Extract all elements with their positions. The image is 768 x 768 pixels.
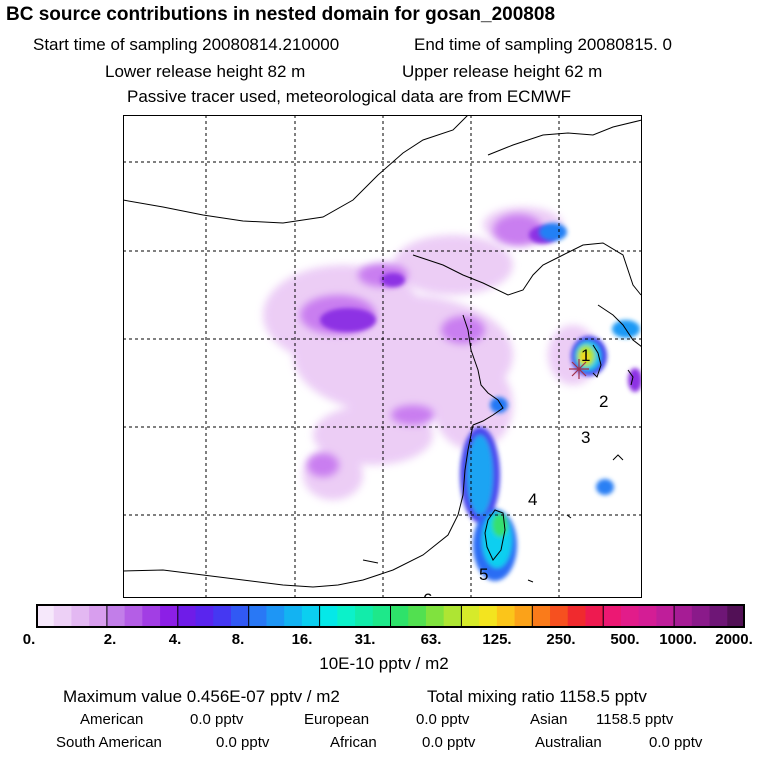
trajectory-label-1: 1 (581, 346, 590, 365)
colorbar-cell (461, 604, 480, 628)
receptor-hotspot (571, 336, 607, 376)
colorbar-cell (142, 604, 161, 628)
colorbar-cell (106, 604, 126, 628)
lower-release-height: Lower release height 82 m (105, 62, 306, 81)
colorbar-cell (532, 604, 551, 628)
trajectory-label-2: 2 (599, 392, 608, 411)
map-frame (123, 115, 642, 598)
colorbar-cell (408, 604, 427, 628)
region-value-american: 0.0 pptv (190, 711, 244, 728)
colorbar-cell (496, 604, 516, 628)
colorbar-cell (284, 604, 303, 628)
region-name-european: European (304, 711, 370, 728)
colorbar-cell (301, 604, 321, 628)
colorbar-cell (319, 604, 338, 628)
trajectory-label-4: 4 (528, 490, 537, 509)
colorbar-cell (248, 604, 267, 628)
colorbar-cell (443, 604, 462, 628)
tracer-note: Passive tracer used, meteorological data… (127, 87, 572, 106)
colorbar-cell (177, 604, 197, 628)
region-name-african: African (330, 734, 377, 751)
region-value-south-american: 0.0 pptv (216, 734, 270, 751)
colorbar-cell (709, 604, 728, 628)
region-name-australian: Australian (535, 734, 602, 751)
map-grid (123, 115, 642, 598)
colorbar-tick-8: 250. (546, 631, 576, 648)
region-value-australian: 0.0 pptv (649, 734, 703, 751)
colorbar-cell (36, 604, 55, 628)
trajectory-label-6: 6 (423, 590, 432, 598)
colorbar-units: 10E-10 pptv / m2 (319, 654, 449, 673)
end-time-label: End time of sampling 20080815. 0 (414, 35, 673, 54)
colorbar-cell (230, 604, 250, 628)
receptor-star-icon (569, 359, 589, 379)
max-value-label: Maximum value 0.456E-07 pptv / m2 (63, 687, 340, 706)
colorbar-cell (727, 604, 745, 628)
start-time-label: Start time of sampling 20080814.210000 (33, 35, 340, 54)
colorbar-tick-6: 63. (420, 631, 442, 648)
map-panel: 1 2 3 4 5 6 (123, 115, 642, 598)
colorbar-cell (390, 604, 409, 628)
chart-title: BC source contributions in nested domain… (6, 4, 556, 25)
colorbar-cell (656, 604, 675, 628)
colorbar-tick-3: 8. (231, 631, 245, 648)
colorbar-cell (53, 604, 72, 628)
colorbar-tick-9: 500. (610, 631, 640, 648)
colorbar-cell (71, 604, 90, 628)
colorbar-cell (355, 604, 374, 628)
colorbar-cell (266, 604, 285, 628)
trajectory-label-3: 3 (581, 428, 590, 447)
colorbar-cell (124, 604, 143, 628)
colorbar-cell (691, 604, 711, 628)
colorbar-cell (195, 604, 214, 628)
colorbar-tick-1: 2. (103, 631, 117, 648)
colorbar-frame (36, 604, 745, 628)
colorbar-cell (89, 604, 108, 628)
region-name-asian: Asian (530, 711, 568, 728)
colorbar-cell (372, 604, 392, 628)
colorbar-cell (585, 604, 604, 628)
colorbar-cell (514, 604, 533, 628)
colorbar-tick-2: 4. (168, 631, 182, 648)
colorbar-cell (603, 604, 622, 628)
colorbar-tick-11: 2000. (715, 631, 753, 648)
colorbar-cell (337, 604, 356, 628)
colorbar-tick-0: 0. (22, 631, 36, 648)
region-name-american: American (80, 711, 144, 728)
colorbar (36, 604, 745, 628)
colorbar-cell (213, 604, 232, 628)
region-name-south-american: South American (56, 734, 162, 751)
colorbar-tick-7: 125. (482, 631, 512, 648)
colorbar-cell (479, 604, 498, 628)
colorbar-tick-5: 31. (354, 631, 376, 648)
colorbar-cell (620, 604, 640, 628)
total-mixing-label: Total mixing ratio 1158.5 pptv (427, 687, 647, 706)
colorbar-tick-4: 16. (291, 631, 313, 648)
coastlines (123, 115, 642, 588)
region-value-european: 0.0 pptv (416, 711, 470, 728)
colorbar-cell (638, 604, 657, 628)
region-value-african: 0.0 pptv (422, 734, 476, 751)
colorbar-cell (160, 604, 179, 628)
trajectory-label-5: 5 (479, 565, 488, 584)
upper-release-height: Upper release height 62 m (402, 62, 603, 81)
colorbar-cell (567, 604, 586, 628)
region-value-asian: 1158.5 pptv (596, 711, 674, 728)
colorbar-tick-10: 1000. (659, 631, 697, 648)
colorbar-cell (425, 604, 445, 628)
colorbar-cell (674, 604, 693, 628)
colorbar-cell (550, 604, 569, 628)
